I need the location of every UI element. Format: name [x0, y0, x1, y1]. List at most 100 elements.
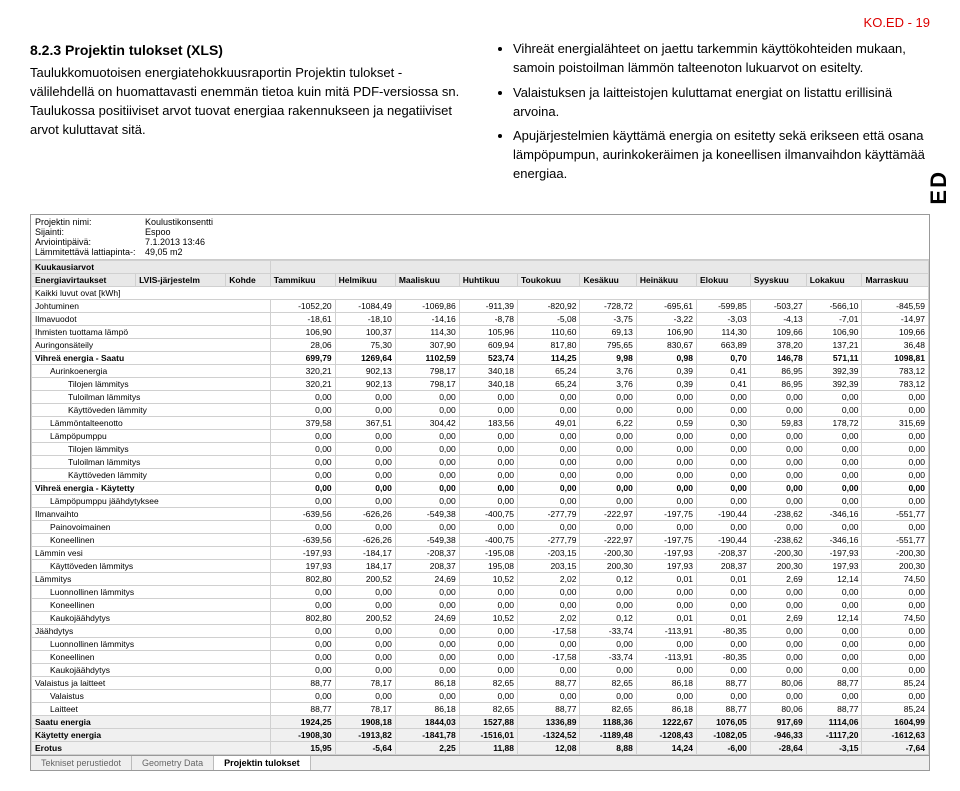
cell-value: 0,01 [697, 572, 751, 585]
row-label: Koneellinen [32, 598, 271, 611]
cell-value: 0,39 [636, 364, 696, 377]
cell-value: 0,00 [459, 637, 517, 650]
cell-value: -7,01 [806, 312, 862, 325]
cell-value: 817,80 [518, 338, 580, 351]
cell-value: 0,00 [862, 520, 929, 533]
cell-value: 392,39 [806, 364, 862, 377]
cell-value: 0,00 [636, 403, 696, 416]
sheet-tab[interactable]: Geometry Data [132, 756, 214, 770]
table-row: Laitteet88,7778,1786,1882,6588,7782,6586… [32, 702, 929, 715]
cell-value: 0,00 [335, 494, 395, 507]
cell-value: 0,00 [395, 637, 459, 650]
cell-value: 0,00 [518, 390, 580, 403]
cell-value: -639,56 [270, 507, 335, 520]
cell-value: -503,27 [750, 299, 806, 312]
row-label: Koneellinen [32, 533, 271, 546]
cell-value: 208,37 [395, 559, 459, 572]
row-label: Ilmanvaihto [32, 507, 271, 520]
sheet-tab[interactable]: Tekniset perustiedot [31, 756, 132, 770]
cell-value: -549,38 [395, 533, 459, 546]
table-row: Valaistus0,000,000,000,000,000,000,000,0… [32, 689, 929, 702]
cell-value: 0,00 [750, 429, 806, 442]
cell-value: -6,00 [697, 741, 751, 754]
text-columns: 8.2.3 Projektin tulokset (XLS) Taulukkom… [30, 40, 930, 190]
cell-value: -820,92 [518, 299, 580, 312]
cell-value: 0,00 [395, 598, 459, 611]
cell-value: 0,00 [335, 468, 395, 481]
cell-value: 367,51 [335, 416, 395, 429]
cell-value: -3,75 [580, 312, 636, 325]
cell-value: 0,00 [862, 663, 929, 676]
cell-value: -1516,01 [459, 728, 517, 741]
cell-value: 783,12 [862, 364, 929, 377]
cell-value: 200,52 [335, 572, 395, 585]
cell-value: 0,00 [518, 494, 580, 507]
cell-value: 0,00 [270, 481, 335, 494]
right-column: Vihreät energialähteet on jaettu tarkemm… [495, 40, 930, 190]
row-label: Käyttöveden lämmitys [32, 559, 271, 572]
cell-value: 0,00 [750, 390, 806, 403]
cell-value: 200,52 [335, 611, 395, 624]
cell-value: 0,00 [580, 637, 636, 650]
cell-value: 0,00 [395, 663, 459, 676]
cell-value: -1117,20 [806, 728, 862, 741]
bullet-item: Valaistuksen ja laitteistojen kuluttamat… [513, 84, 930, 122]
cell-value: 0,00 [270, 520, 335, 533]
row-label: Auringonsäteily [32, 338, 271, 351]
cell-value: 80,06 [750, 702, 806, 715]
cell-value: 0,00 [335, 403, 395, 416]
cell-value: 0,00 [806, 468, 862, 481]
cell-value: 0,00 [335, 390, 395, 403]
cell-value: 0,00 [806, 429, 862, 442]
cell-value: 0,30 [697, 416, 751, 429]
cell-value: -7,64 [862, 741, 929, 754]
xls-container: Projektin nimi:Koulustikonsentti Sijaint… [30, 214, 930, 771]
cell-value: 830,67 [636, 338, 696, 351]
cell-value: 24,69 [395, 572, 459, 585]
cell-value: 2,69 [750, 611, 806, 624]
cell-value: 379,58 [270, 416, 335, 429]
row-label: Koneellinen [32, 650, 271, 663]
cell-value: -197,93 [806, 546, 862, 559]
cell-value: 0,00 [459, 520, 517, 533]
cell-value: 0,00 [459, 403, 517, 416]
sheet-tab[interactable]: Projektin tulokset [214, 756, 311, 770]
cell-value: -549,38 [395, 507, 459, 520]
meta-value: Koulustikonsentti [145, 217, 925, 227]
table-row: Ihmisten tuottama lämpö106,90100,37114,3… [32, 325, 929, 338]
cell-value: 0,00 [806, 403, 862, 416]
cell-value: 0,00 [518, 663, 580, 676]
cell-value: 0,00 [697, 494, 751, 507]
cell-value: 0,00 [750, 403, 806, 416]
cell-value: -197,75 [636, 507, 696, 520]
side-label: ED [926, 170, 952, 205]
cell-value: -1612,63 [862, 728, 929, 741]
cell-value: 49,01 [518, 416, 580, 429]
cell-value: 14,24 [636, 741, 696, 754]
table-header-label: Kohde [226, 273, 270, 286]
cell-value: 74,50 [862, 572, 929, 585]
cell-value: 195,08 [459, 559, 517, 572]
row-label: Ilmavuodot [32, 312, 271, 325]
cell-value: 0,00 [335, 442, 395, 455]
row-label: Aurinkoenergia [32, 364, 271, 377]
cell-value: 340,18 [459, 377, 517, 390]
cell-value: -208,37 [395, 546, 459, 559]
cell-value: 307,90 [395, 338, 459, 351]
meta-label: Lämmitettävä lattiapinta-: [35, 247, 145, 257]
cell-value: 0,00 [580, 520, 636, 533]
cell-value: 0,00 [806, 689, 862, 702]
cell-value: 114,30 [395, 325, 459, 338]
cell-value: 0,00 [335, 520, 395, 533]
cell-value: -695,61 [636, 299, 696, 312]
cell-value: 0,00 [580, 403, 636, 416]
row-label: Tilojen lämmitys [32, 377, 271, 390]
cell-value: 0,00 [459, 598, 517, 611]
cell-value: 0,00 [459, 442, 517, 455]
cell-value: 74,50 [862, 611, 929, 624]
table-row: Käyttöveden lämmitys197,93184,17208,3719… [32, 559, 929, 572]
section-title: 8.2.3 Projektin tulokset (XLS) [30, 40, 465, 60]
table-row: Käytetty energia-1908,30-1913,82-1841,78… [32, 728, 929, 741]
cell-value: 109,66 [750, 325, 806, 338]
cell-value: 0,00 [459, 468, 517, 481]
